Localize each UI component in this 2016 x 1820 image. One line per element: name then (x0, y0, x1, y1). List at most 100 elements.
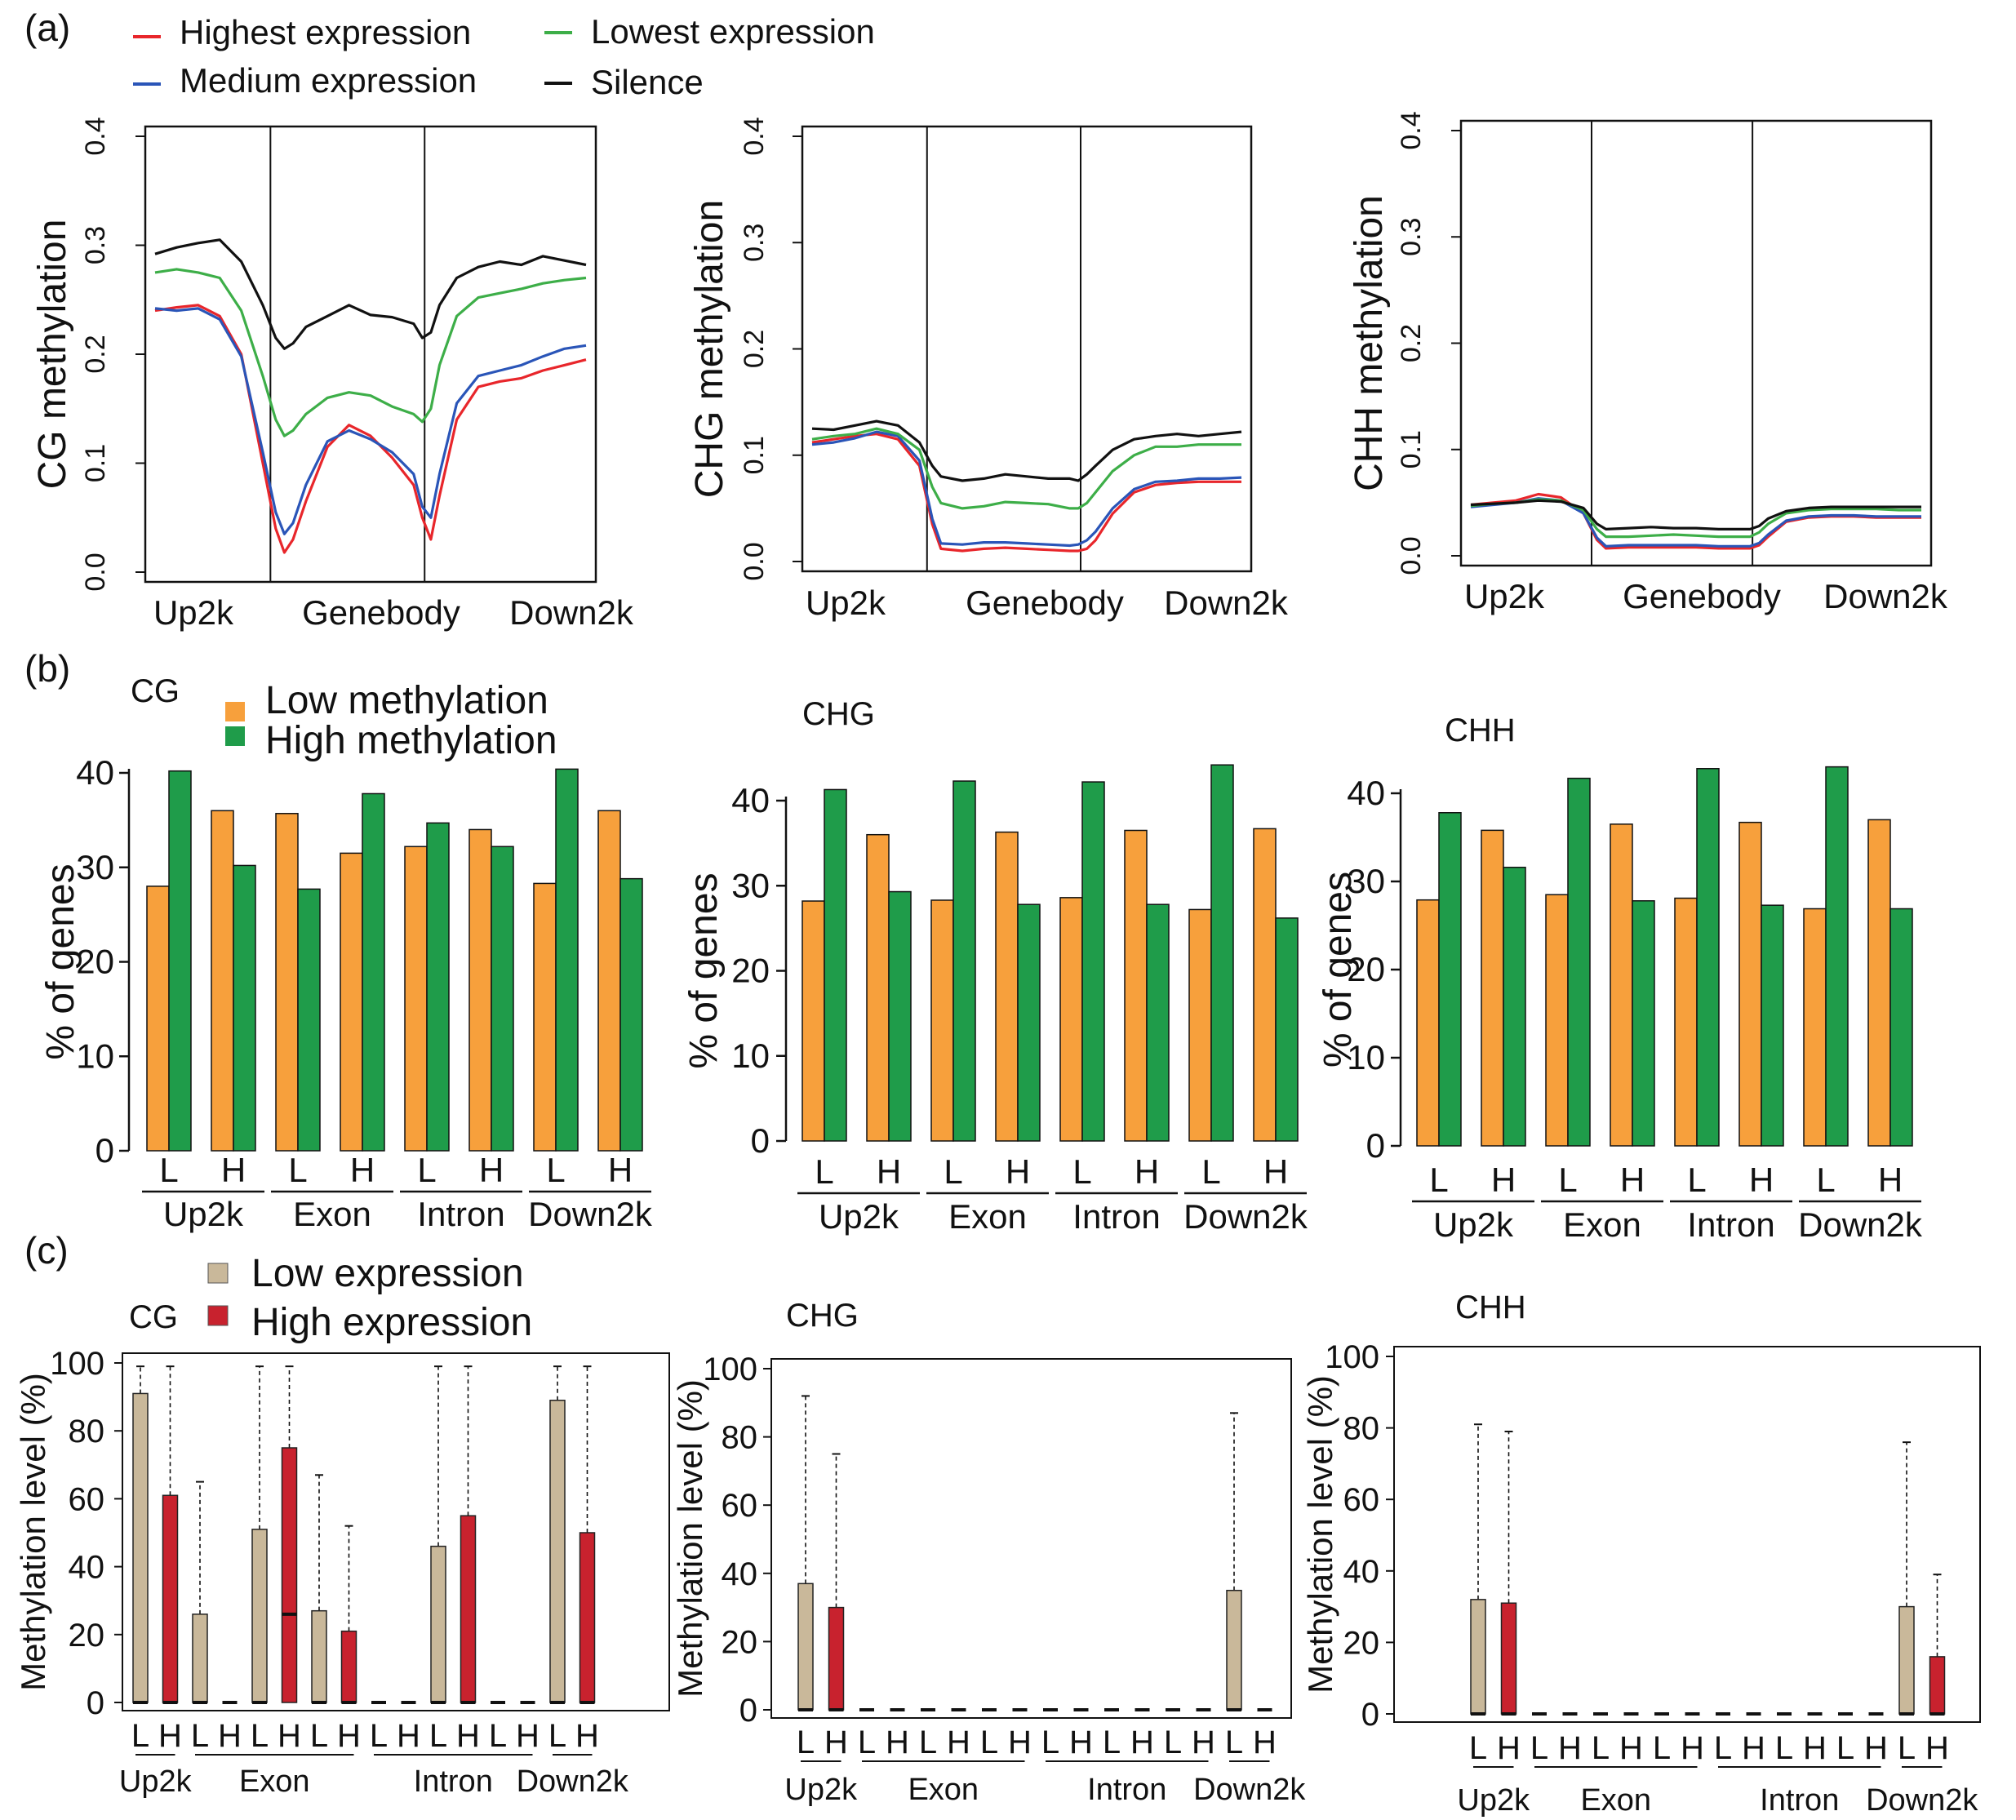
y-tick-label: 0.1 (739, 436, 770, 474)
x-category-label: L (1429, 1161, 1448, 1199)
x-category-label: L (310, 1718, 328, 1754)
chart-title: CG (129, 1299, 178, 1335)
y-axis-label: CHG methylation (688, 200, 731, 498)
x-category-label: L (944, 1152, 962, 1191)
x-category-label: L (1469, 1730, 1487, 1766)
x-region-label: Up2k (1464, 577, 1545, 615)
y-tick-label: 0.3 (739, 224, 770, 262)
x-category-label: L (131, 1718, 149, 1754)
x-category-label: H (1263, 1152, 1288, 1191)
x-category-label: L (546, 1151, 565, 1189)
y-tick-label: 40 (731, 781, 770, 819)
x-category-label: L (797, 1725, 815, 1760)
y-tick-label: 0.3 (1396, 218, 1427, 256)
x-group-label: Down2k (517, 1765, 629, 1799)
bar-high-methylation (362, 792, 385, 1152)
bar-low-methylation (1674, 897, 1698, 1147)
bar-low-methylation (1610, 823, 1633, 1147)
y-axis-label: % of genes (39, 863, 82, 1059)
x-category-label: L (370, 1718, 388, 1754)
x-region-label: Down2k (509, 593, 634, 632)
y-tick-label: 40 (69, 1550, 105, 1586)
x-category-label: H (221, 1151, 246, 1189)
x-group-label: Exon (1580, 1783, 1651, 1818)
series-line-medium-expression (811, 430, 1242, 548)
y-axis-label: CHH methylation (1348, 195, 1391, 491)
bar-high-methylation (426, 822, 450, 1152)
x-category-label: L (429, 1718, 447, 1754)
x-category-label: L (1816, 1161, 1835, 1199)
bar-low-methylation (995, 831, 1019, 1142)
y-tick-label: 40 (722, 1556, 758, 1592)
plot-frame (144, 125, 597, 584)
y-axis-label: Methylation level (%) (1301, 1375, 1339, 1693)
chart-title: CG (131, 673, 180, 709)
x-category-label: H (479, 1151, 504, 1189)
legend-swatch-low-expression (207, 1263, 229, 1284)
box-low-expression (430, 1545, 446, 1703)
bar-high-methylation (233, 864, 256, 1152)
series-line-silence (1470, 499, 1921, 530)
chart-title: CHH (1455, 1290, 1526, 1325)
bar-low-methylation (866, 833, 890, 1142)
x-group-label: Exon (1563, 1205, 1641, 1244)
y-tick-label: 100 (703, 1352, 757, 1387)
series-line-lowest-expression (154, 268, 587, 437)
x-group-label: Up2k (1433, 1205, 1514, 1244)
bar-low-methylation (1188, 908, 1212, 1142)
chart-title: CHG (786, 1298, 859, 1334)
panel-c-label: (c) (24, 1229, 69, 1272)
box-low-expression (311, 1609, 327, 1703)
legend-swatch-low-methylation (225, 702, 245, 721)
y-tick-label: 60 (722, 1488, 758, 1524)
bar-high-methylation (619, 877, 643, 1152)
x-category-label: H (1620, 1161, 1645, 1199)
y-tick-label: 0.2 (80, 335, 111, 373)
chart-title: CHG (802, 696, 875, 732)
x-category-label: L (1072, 1152, 1091, 1191)
series-line-highest-expression (154, 304, 587, 554)
plot-frame (801, 125, 1253, 573)
bar-high-methylation (297, 888, 321, 1152)
chart-title: CHH (1445, 712, 1516, 748)
y-tick-label: 80 (69, 1414, 105, 1449)
x-group-label: Up2k (819, 1197, 899, 1236)
x-category-label: L (1558, 1161, 1577, 1199)
plot-frame (1393, 1346, 1981, 1723)
bar-high-methylation (1825, 766, 1849, 1147)
x-group-label: Down2k (1183, 1197, 1308, 1236)
x-category-label: H (1558, 1730, 1582, 1766)
y-tick-label: 40 (1347, 774, 1385, 812)
legend-c: Low expression High expression (207, 1252, 532, 1344)
x-category-label: L (191, 1718, 209, 1754)
series-line-medium-expression (154, 307, 587, 535)
x-category-label: H (886, 1725, 909, 1760)
x-category-label: L (1164, 1725, 1182, 1760)
legend-swatch-high-expression (207, 1305, 229, 1326)
x-group-label: Exon (908, 1773, 979, 1807)
x-category-label: H (1491, 1161, 1516, 1199)
bar-high-methylation (1632, 900, 1655, 1147)
y-tick-label: 40 (1343, 1554, 1380, 1590)
y-tick-label: 0.4 (1396, 111, 1427, 149)
chh-methylation-profile-chart: 0.0 0.1 0.2 0.3 0.4 CHH methylation Up2k Genebo… (1348, 111, 1948, 615)
x-category-label: L (1898, 1730, 1916, 1766)
x-region-label: Down2k (1164, 584, 1289, 622)
bar-high-methylation (1017, 903, 1041, 1142)
y-tick-label: 10 (731, 1037, 770, 1075)
x-category-label: H (278, 1718, 301, 1754)
bar-low-methylation (1545, 894, 1569, 1147)
bar-low-methylation (802, 900, 825, 1142)
x-group-label: Down2k (1193, 1773, 1306, 1807)
y-tick-label: 0.0 (1396, 536, 1427, 575)
box-high-expression (1500, 1602, 1517, 1715)
x-category-label: H (947, 1725, 970, 1760)
cg-methylation-profile-chart: 0.0 0.1 0.2 0.3 0.4 CG methylation Up2k Genebod… (31, 117, 634, 632)
x-region-label: Genebody (1623, 577, 1781, 615)
legend-b: Low methylation High methylation (225, 679, 557, 762)
y-tick-label: 20 (722, 1624, 758, 1660)
box-low-expression (549, 1400, 566, 1703)
bar-low-methylation (1416, 899, 1440, 1147)
y-tick-label: 10 (1347, 1038, 1385, 1076)
x-category-label: L (1530, 1730, 1548, 1766)
